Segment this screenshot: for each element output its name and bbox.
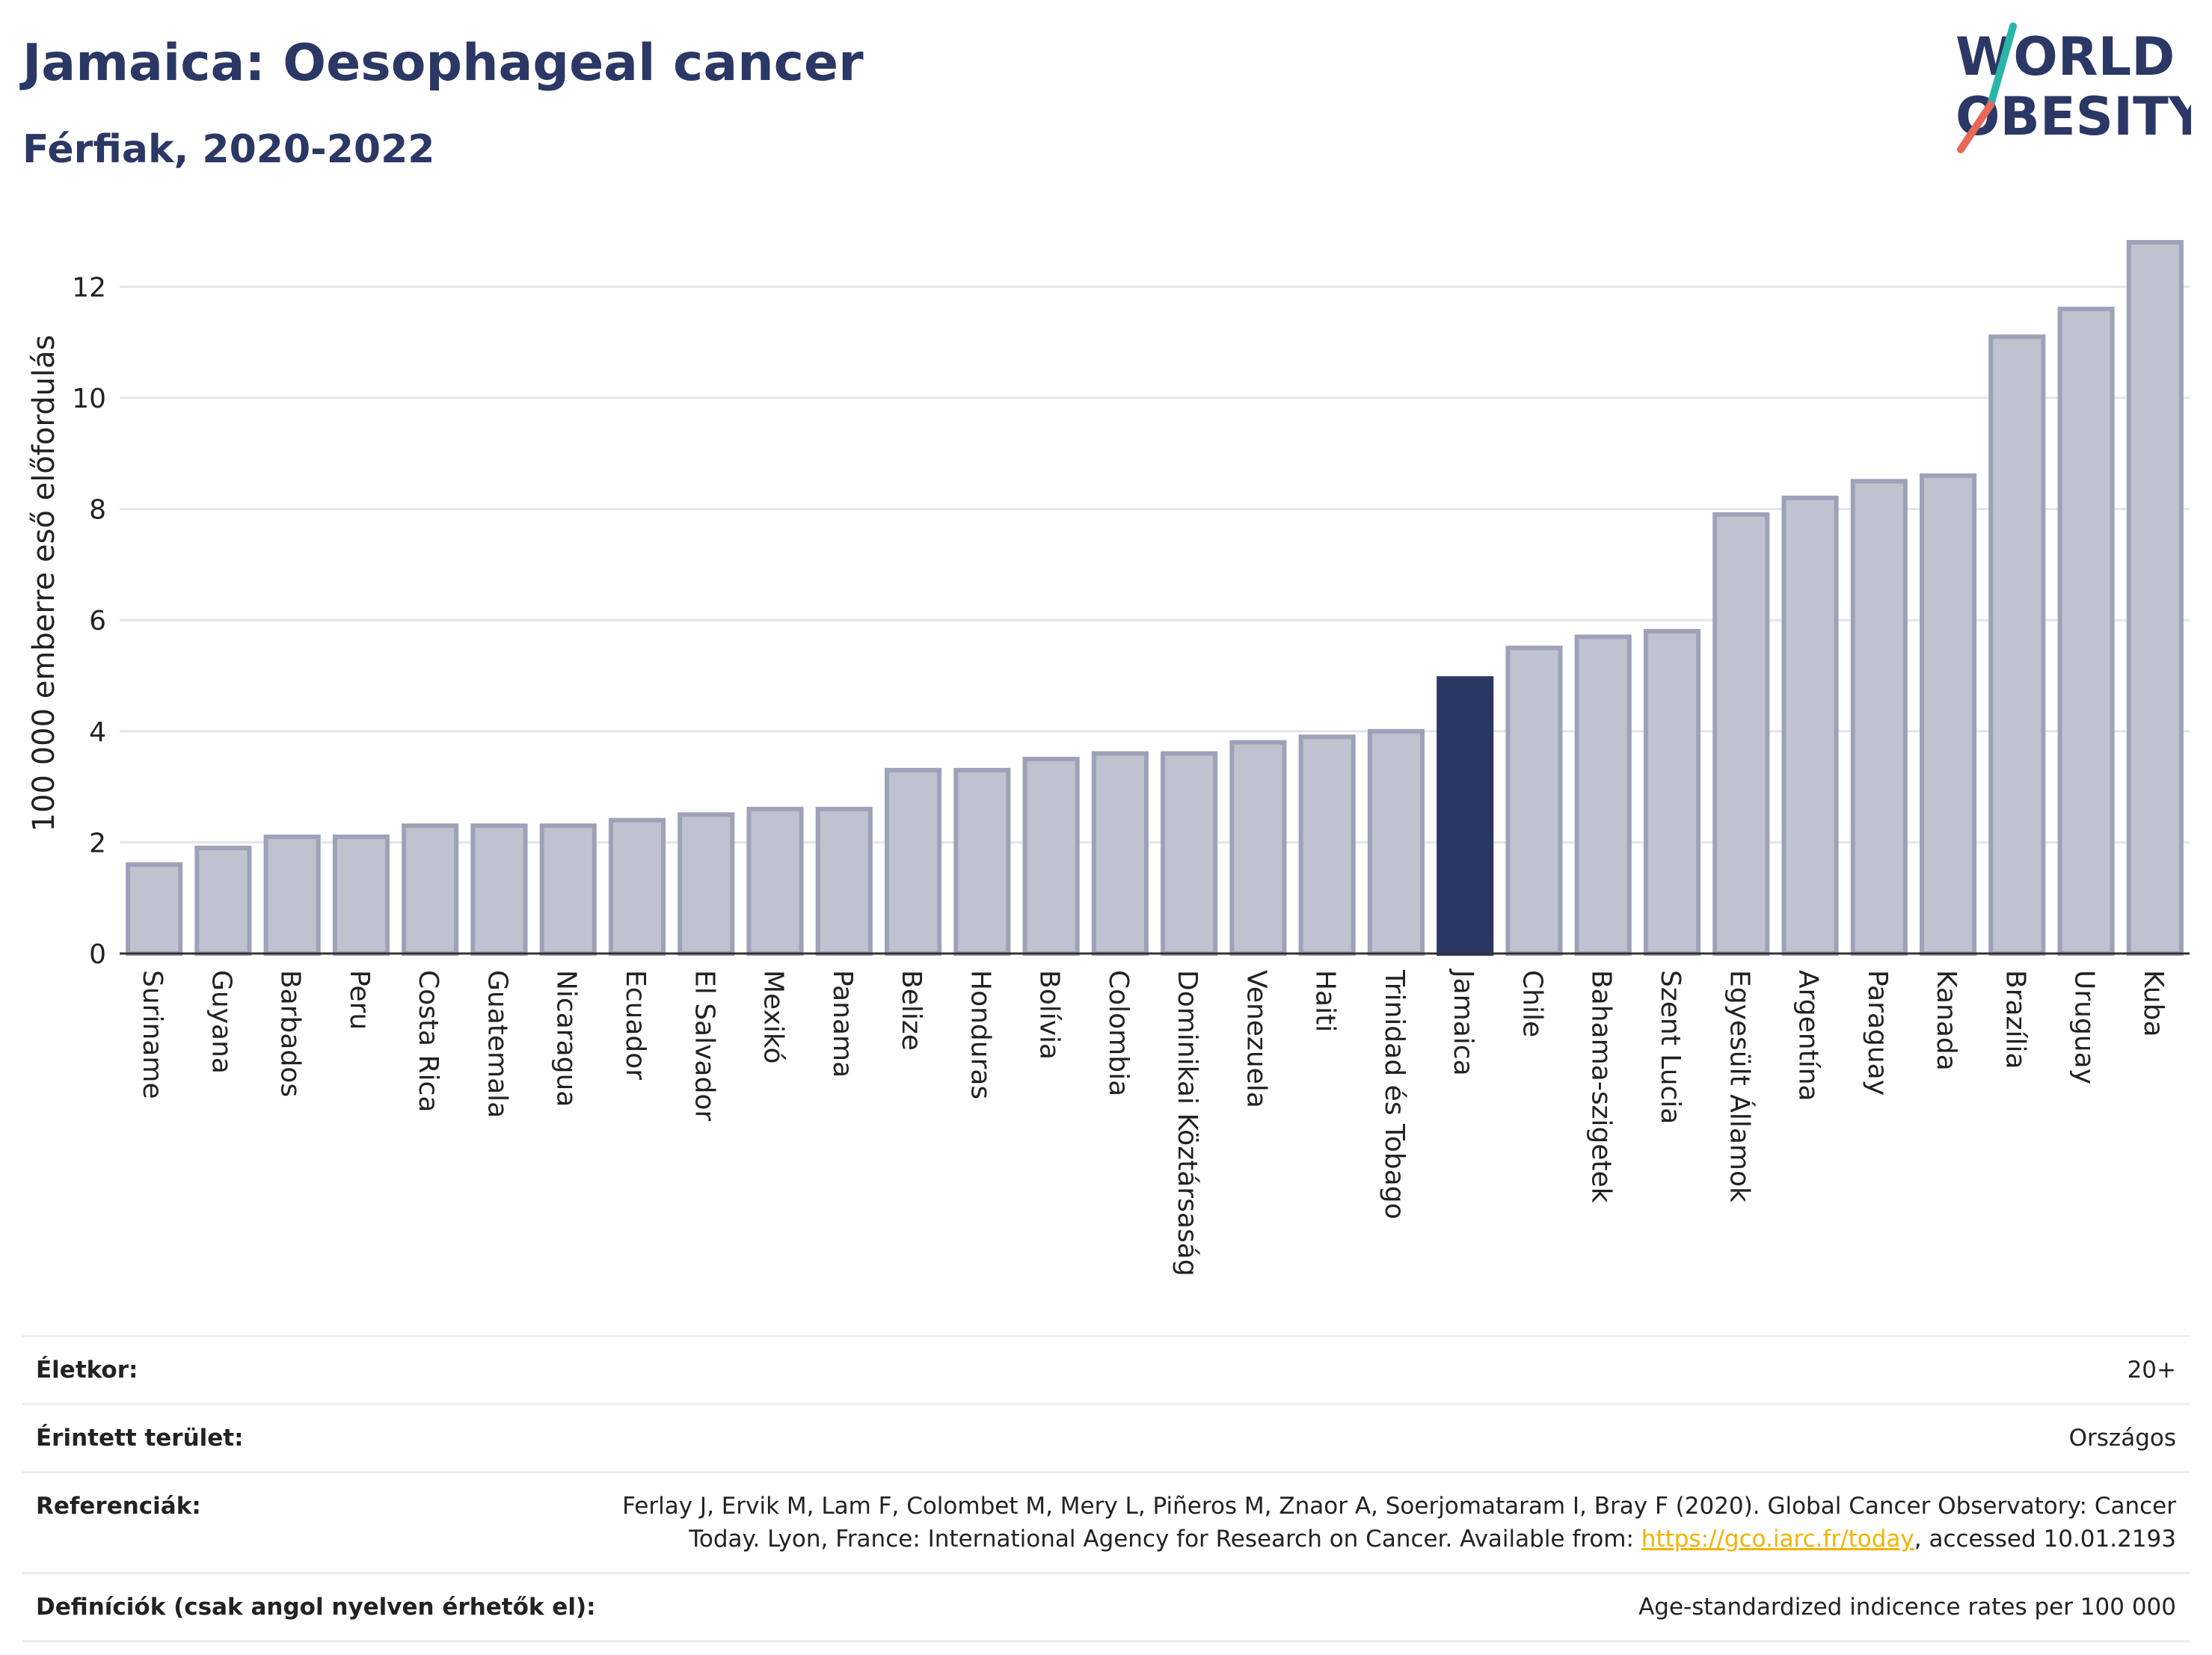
- references-text-1: Ferlay J, Ervik M, Lam F, Colombet M, Me…: [622, 1493, 2176, 1553]
- bar-paraguay: [1850, 479, 1908, 956]
- x-tick-label: El Salvador: [689, 970, 719, 1121]
- bar-barbados: [263, 834, 321, 956]
- references-link[interactable]: https://gco.iarc.fr/today: [1641, 1526, 1914, 1553]
- definitions-label: Definíciók (csak angol nyelven érhetők e…: [36, 1594, 596, 1621]
- x-tick-label: Brazília: [2000, 970, 2030, 1069]
- x-tick-label: Argentína: [1793, 970, 1824, 1102]
- x-tick-label: Trinidad és Tobago: [1379, 969, 1410, 1220]
- x-tick-label: Jamaica: [1448, 968, 1478, 1076]
- bar-panama: [815, 806, 873, 956]
- x-tick-label: Costa Rica: [413, 970, 443, 1112]
- bar-costa-rica: [402, 823, 459, 956]
- y-tick-label: 12: [72, 272, 106, 303]
- x-tick-label: Kanada: [1931, 970, 1961, 1071]
- references-label: Referenciák:: [36, 1493, 201, 1520]
- info-row-age: Életkor: 20+: [22, 1335, 2190, 1403]
- bar-haiti: [1298, 734, 1356, 956]
- x-tick-label: Dominikai Köztársaság: [1172, 970, 1202, 1277]
- bar-kuba: [2126, 239, 2184, 956]
- x-tick-label: Guatemala: [482, 970, 512, 1118]
- bar-egyesült-államok: [1712, 512, 1770, 956]
- y-tick-label: 6: [89, 606, 106, 636]
- bar-guatemala: [470, 823, 528, 956]
- references-text-2: , accessed 10.01.2193: [1914, 1526, 2176, 1553]
- x-tick-label: Barbados: [275, 970, 306, 1097]
- x-tick-label: Colombia: [1103, 970, 1134, 1096]
- bar-jamaica: [1437, 676, 1494, 957]
- x-tick-label: Bolívia: [1034, 970, 1065, 1060]
- logo-line-1: WORLD: [1956, 26, 2175, 87]
- bar-szent-lucia: [1643, 629, 1701, 956]
- x-tick-label: Panama: [827, 970, 858, 1078]
- chart-bars: [126, 239, 2184, 957]
- bar-bahama-szigetek: [1574, 634, 1632, 956]
- x-tick-label: Ecuador: [620, 970, 651, 1080]
- y-axis-label: 100 000 emberre eső előfordulás: [27, 335, 61, 832]
- bar-brazília: [1988, 334, 2046, 956]
- x-tick-label: Uruguay: [2069, 970, 2100, 1084]
- info-table: Életkor: 20+ Érintett terület: Országos …: [22, 1335, 2190, 1642]
- bar-trinidad-és-tobago: [1367, 728, 1425, 956]
- x-tick-label: Paraguay: [1862, 970, 1893, 1096]
- x-tick-label: Haiti: [1310, 970, 1341, 1032]
- x-tick-label: Szent Lucia: [1655, 970, 1686, 1124]
- bar-venezuela: [1229, 740, 1287, 956]
- y-tick-label: 4: [89, 717, 106, 748]
- y-tick-label: 10: [72, 384, 106, 414]
- x-tick-label: Peru: [344, 970, 375, 1030]
- area-value: Országos: [2068, 1425, 2176, 1452]
- x-tick-label: Belize: [896, 970, 927, 1051]
- bar-belize: [885, 767, 942, 957]
- x-tick-label: Suriname: [137, 970, 168, 1099]
- x-tick-label: Mexikó: [758, 970, 789, 1063]
- bar-mexikó: [746, 806, 804, 956]
- bar-argentína: [1781, 495, 1839, 956]
- bar-bolívia: [1022, 756, 1080, 956]
- bar-suriname: [126, 862, 183, 956]
- page-subtitle: Férfiak, 2020-2022: [22, 127, 435, 172]
- info-row-area: Érintett terület: Országos: [22, 1403, 2190, 1471]
- bar-peru: [332, 834, 390, 956]
- references-value: Ferlay J, Ervik M, Lam F, Colombet M, Me…: [568, 1490, 2176, 1556]
- x-tick-label: Chile: [1517, 970, 1547, 1037]
- x-axis-labels: Suriname Guyana Barbados Peru Costa Rica Guat…: [137, 968, 2169, 1277]
- age-label: Életkor:: [36, 1357, 138, 1384]
- info-row-definitions: Definíciók (csak angol nyelven érhetők e…: [22, 1572, 2190, 1642]
- x-tick-label: Venezuela: [1241, 970, 1271, 1108]
- logo-slash-top: [1987, 22, 2017, 108]
- world-obesity-logo: WORLD OBESITY: [1956, 22, 2191, 153]
- bar-kanada: [1920, 473, 1977, 956]
- y-axis-ticks: 0 2 4 6 8 10 12: [72, 272, 106, 970]
- y-tick-label: 2: [89, 828, 106, 859]
- y-tick-label: 0: [89, 939, 106, 970]
- bar-ecuador: [608, 817, 666, 957]
- bar-guyana: [194, 845, 252, 956]
- chart-grid: [120, 285, 2190, 844]
- age-value: 20+: [2127, 1357, 2176, 1384]
- x-tick-label: Honduras: [965, 970, 995, 1099]
- bar-honduras: [953, 767, 1011, 957]
- logo-slash-bottom: [1957, 101, 1994, 153]
- x-tick-label: Kuba: [2138, 970, 2169, 1037]
- bar-chile: [1505, 645, 1563, 956]
- x-tick-label: Guyana: [206, 970, 236, 1074]
- bar-nicaragua: [539, 823, 597, 956]
- definitions-value: Age-standardized indicence rates per 100…: [1638, 1594, 2176, 1621]
- x-tick-label: Egyesült Államok: [1724, 970, 1755, 1203]
- bar-el-salvador: [678, 812, 735, 956]
- x-tick-label: Nicaragua: [551, 970, 582, 1107]
- bar-dominikai-köztársaság: [1161, 751, 1218, 957]
- bar-colombia: [1091, 751, 1149, 957]
- info-row-references: Referenciák: Ferlay J, Ervik M, Lam F, C…: [22, 1471, 2190, 1572]
- page-title: Jamaica: Oesophageal cancer: [22, 34, 864, 93]
- x-tick-label: Bahama-szigetek: [1586, 970, 1617, 1203]
- area-label: Érintett terület:: [36, 1425, 244, 1452]
- y-tick-label: 8: [89, 495, 106, 526]
- bar-chart: 0 2 4 6 8 10 12 Suriname Guyana Barbados Peru Cost…: [27, 239, 2190, 1277]
- bar-uruguay: [2057, 307, 2115, 956]
